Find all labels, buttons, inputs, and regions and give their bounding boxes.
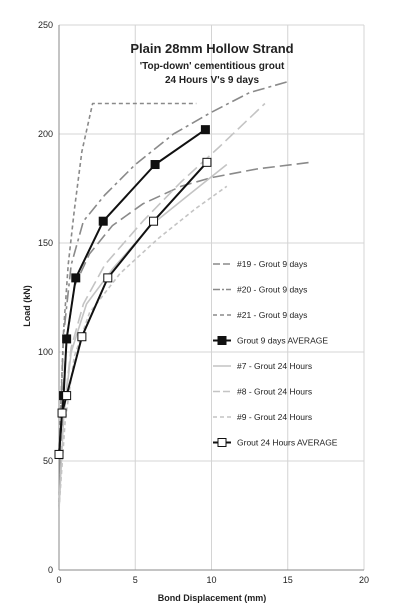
series-8-marker-5 [149,216,159,226]
x-tick-label-20: 20 [359,575,369,585]
legend-label-6: #8 - Grout 24 Hours [237,387,312,397]
series-4-marker-3 [71,273,81,283]
series-8-marker-2 [62,391,72,401]
legend-marker-8 [217,438,227,447]
legend: #19 - Grout 9 days #20 - Grout 9 days #21 … [213,259,338,448]
y-tick-label-250: 250 [38,20,53,30]
y-tick-label-200: 200 [38,129,53,139]
legend-marker-4 [217,336,227,345]
x-tick-label-15: 15 [283,575,293,585]
y-axis-label: Load (kN) [22,285,32,327]
legend-label-3: #21 - Grout 9 days [237,310,307,320]
series-8-marker-3 [77,332,87,342]
y-tick-label-0: 0 [48,565,53,575]
x-tick-label-0: 0 [56,575,61,585]
series-line-2 [58,80,289,510]
series-layer [54,80,311,510]
series-8-marker-6 [202,157,212,167]
series-8-marker-0 [54,449,64,459]
chart-title: Plain 28mm Hollow Strand [130,41,293,56]
x-tick-label-5: 5 [133,575,138,585]
legend-label-2: #20 - Grout 9 days [237,285,307,295]
series-8-marker-4 [103,273,113,283]
series-4-marker-5 [150,160,160,170]
legend-label-5: #7 - Grout 24 Hours [237,361,312,371]
y-tick-label-150: 150 [38,238,53,248]
series-line-7 [58,185,228,510]
x-axis-label: Bond Displacement (mm) [158,593,267,603]
legend-label-4: Grout 9 days AVERAGE [237,336,328,346]
chart-subtitle-line-2: 24 Hours V's 9 days [165,75,260,86]
series-4-marker-4 [98,216,108,226]
series-4-marker-6 [200,125,210,135]
y-tick-label-100: 100 [38,347,53,357]
series-8-marker-1 [57,408,67,418]
legend-label-1: #19 - Grout 9 days [237,259,307,269]
x-tick-label-10: 10 [206,575,216,585]
gridlines [59,24,365,570]
series-4-marker-2 [62,334,72,344]
y-tick-label-50: 50 [43,456,53,466]
legend-label-8: Grout 24 Hours AVERAGE [237,438,338,448]
chart-subtitle-line-1: 'Top-down' cementitious grout [140,61,285,72]
series-line-3 [58,102,197,510]
legend-label-7: #9 - Grout 24 Hours [237,412,312,422]
